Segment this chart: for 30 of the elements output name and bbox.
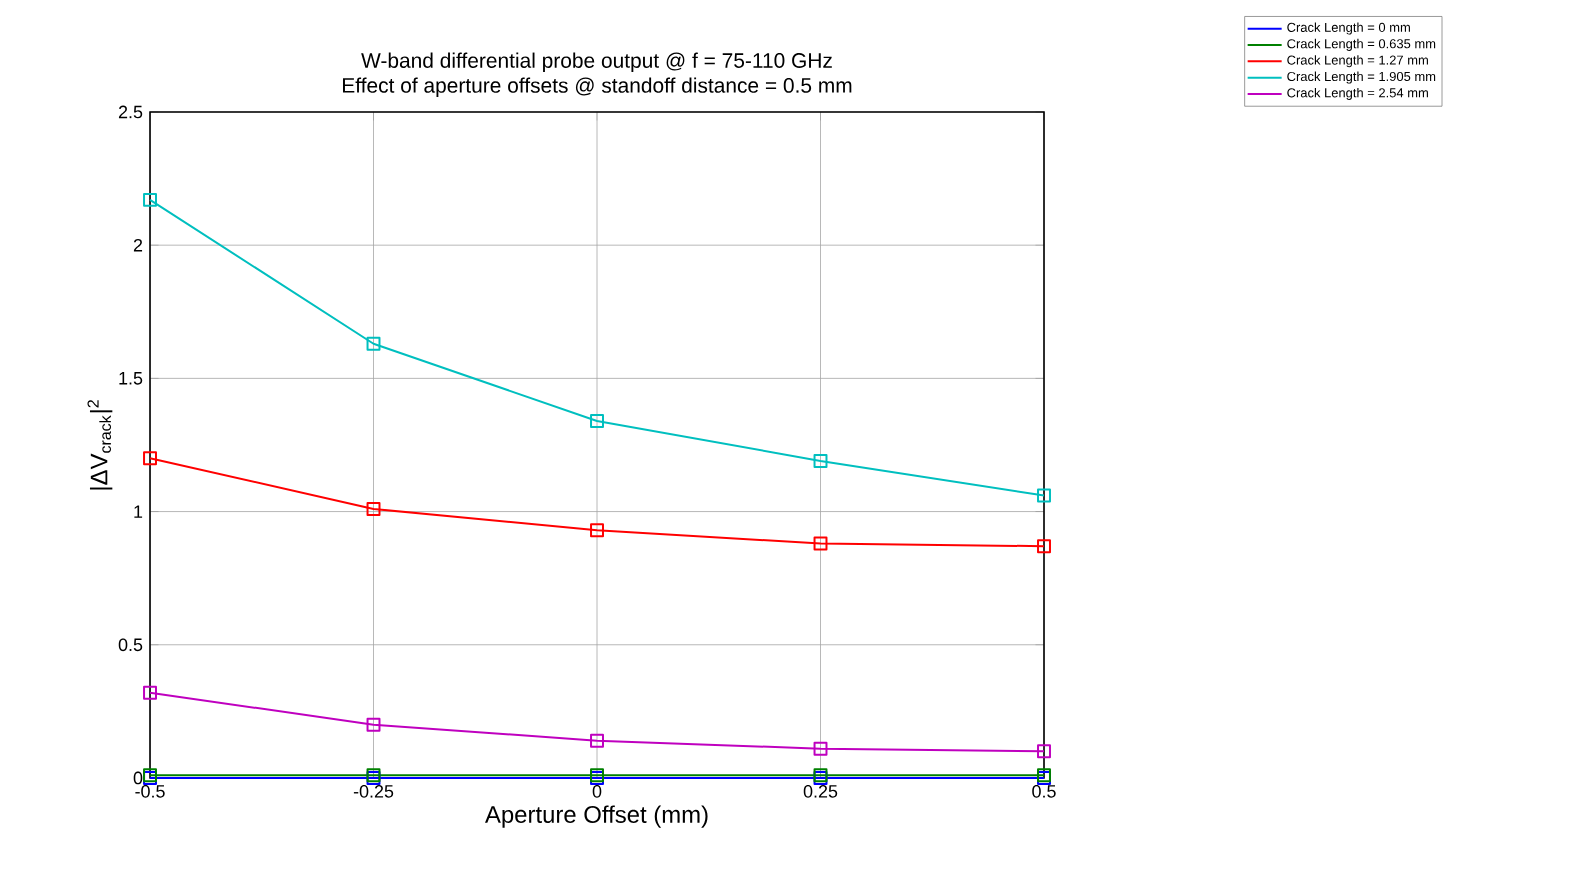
x-axis-title: Aperture Offset (mm) — [485, 805, 708, 828]
chart-title: W-band differential probe output @ f = 75-110 GHz — [361, 52, 832, 73]
y-axis-title: |ΔV$_{crack}$|$^{2}$ — [87, 400, 113, 490]
y-tick-label: 2 — [133, 238, 143, 252]
point — [813, 741, 828, 756]
point — [366, 717, 381, 732]
x-tick-label: -0.5 — [135, 785, 165, 798]
point — [590, 523, 604, 538]
y-tick-label: 0 — [133, 771, 143, 785]
point — [366, 501, 381, 516]
y-tick-label: 1.5 — [119, 372, 143, 385]
point — [143, 192, 157, 207]
x-tick-label: 0.5 — [1032, 785, 1056, 798]
point — [590, 414, 604, 428]
y-tick-label: 2.5 — [118, 105, 143, 119]
y-tick-label: 1 — [134, 505, 143, 518]
x-tick-label: 0 — [592, 785, 602, 798]
x-tick-label: -0.25 — [353, 785, 394, 798]
x-tick-label: 0.25 — [803, 785, 838, 798]
point — [143, 685, 157, 700]
point — [143, 451, 157, 466]
chart-subtitle: Effect of aperture offsets @ standoff distance = 0.5 mm — [343, 77, 852, 97]
y-tick-label: 0.5 — [118, 638, 143, 652]
point — [1037, 744, 1051, 759]
point — [590, 733, 604, 748]
point — [1037, 539, 1051, 554]
point — [813, 453, 828, 468]
point — [813, 536, 828, 551]
point — [1037, 488, 1051, 503]
point — [366, 336, 381, 351]
